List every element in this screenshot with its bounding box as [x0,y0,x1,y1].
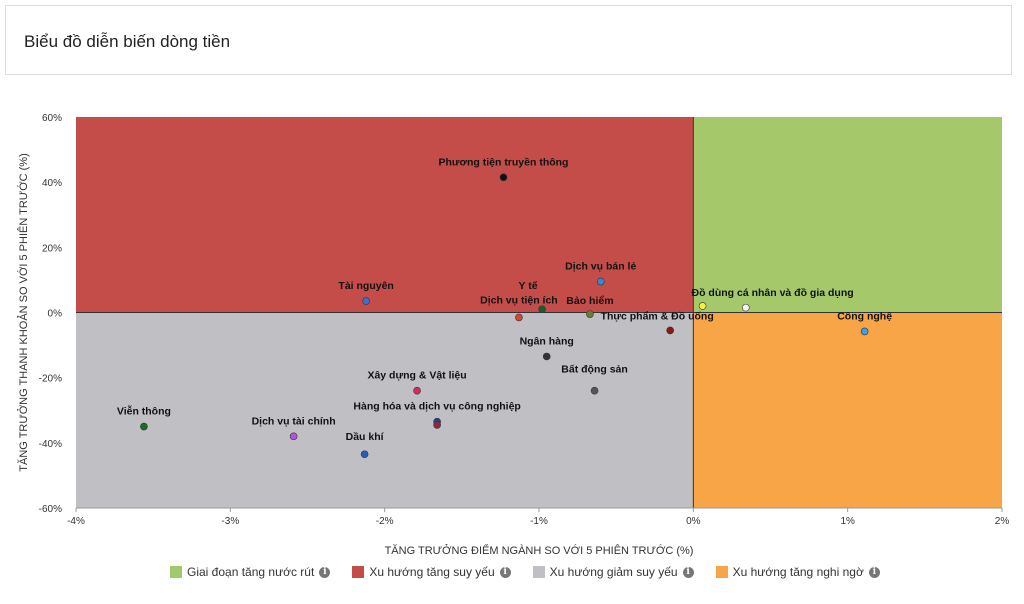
data-point [538,305,546,314]
x-tick-label: -4% [67,516,85,527]
point-label: Đồ dùng cá nhân và đồ gia dụng [692,287,854,299]
x-tick-label: 1% [840,516,855,527]
legend-swatch [715,566,728,578]
data-point [360,450,369,459]
quadrant-red [76,117,694,313]
legend: Giai đoạn tăng nước rút i Xu hướng tăng … [170,565,880,579]
data-point [698,302,707,310]
page-title: Biểu đồ diễn biến dòng tiền [24,32,231,51]
data-point [362,297,370,305]
x-tick-label: -3% [221,516,239,527]
point-label: Viễn thông [117,405,171,418]
point-label: Thực phẩm & Đồ uống [601,310,714,322]
point-label: Y tế [519,280,538,292]
info-icon[interactable]: i [682,566,694,578]
data-point [499,173,508,182]
legend-swatch [532,566,545,578]
point-label: Hàng hóa và dịch vụ công nghiệp [353,401,520,413]
point-label: Bất động sản [561,364,628,376]
legend-label: Xu hướng tăng suy yếu [369,565,495,579]
point-label: Bảo hiểm [566,295,613,307]
data-point [289,432,298,441]
legend-swatch [352,566,365,578]
data-point [413,386,421,395]
point-label: Xây dựng & Vật liệu [367,370,466,382]
data-point [515,313,523,322]
y-tick-label: 60% [42,113,62,124]
x-tick-label: -1% [530,516,548,527]
x-tick-label: -2% [376,516,394,527]
data-point [742,303,750,312]
y-tick-label: -40% [39,439,62,450]
point-label: Ngân hàng [520,335,574,347]
quadrant-gray [76,312,694,508]
quadrant-green [693,117,1002,313]
point-label: Dịch vụ bán lẻ [565,261,636,273]
legend-item-gray[interactable]: Xu hướng giảm suy yếu i [532,565,694,579]
data-point [140,422,148,431]
point-label: Tài nguyên [338,280,393,292]
chart-header-card: Biểu đồ diễn biến dòng tiền [5,5,1012,75]
y-tick-label: -60% [39,504,62,515]
info-icon[interactable]: i [319,566,331,578]
legend-item-orange[interactable]: Xu hướng tăng nghi ngờ i [715,565,880,579]
y-tick-label: 40% [42,178,62,189]
point-label: Phương tiện truyền thông [439,156,569,168]
quadrant-orange [693,312,1002,508]
x-tick-label: 2% [995,516,1010,527]
data-point [586,310,594,318]
data-point [542,352,551,361]
info-icon[interactable]: i [499,566,511,578]
y-tick-label: -20% [39,374,62,385]
data-point [860,327,869,336]
legend-label: Xu hướng giảm suy yếu [549,565,678,579]
point-label: Dịch vụ tiện ích [480,294,558,306]
data-point [433,421,441,429]
cashflow-quadrant-chart: -4% -3% -2% -1% 0% 1% 2% 60% 40% 20% 0% -20% -40% -60… [17,113,1010,557]
x-tick-label: 0% [686,516,701,527]
legend-item-red[interactable]: Xu hướng tăng suy yếu i [352,565,511,579]
y-tick-label: 20% [42,243,62,254]
legend-label: Giai đoạn tăng nước rút [187,565,315,579]
point-label: Công nghệ [837,310,892,322]
data-point [666,326,674,335]
point-label: Dầu khí [346,431,385,443]
info-icon[interactable]: i [868,566,880,578]
x-axis-label: TĂNG TRƯỞNG ĐIỂM NGÀNH SO VỚI 5 PHIÊN TR… [385,544,694,557]
point-label: Dịch vụ tài chính [252,415,336,427]
legend-label: Xu hướng tăng nghi ngờ [732,565,864,579]
y-axis-label: TĂNG TRƯỞNG THANH KHOẢN SO VỚI 5 PHIÊN T… [17,153,30,471]
y-tick-label: 0% [48,309,63,320]
legend-item-green[interactable]: Giai đoạn tăng nước rút i [170,565,331,579]
data-point [596,277,605,286]
legend-swatch [170,566,182,578]
data-point [590,386,599,395]
